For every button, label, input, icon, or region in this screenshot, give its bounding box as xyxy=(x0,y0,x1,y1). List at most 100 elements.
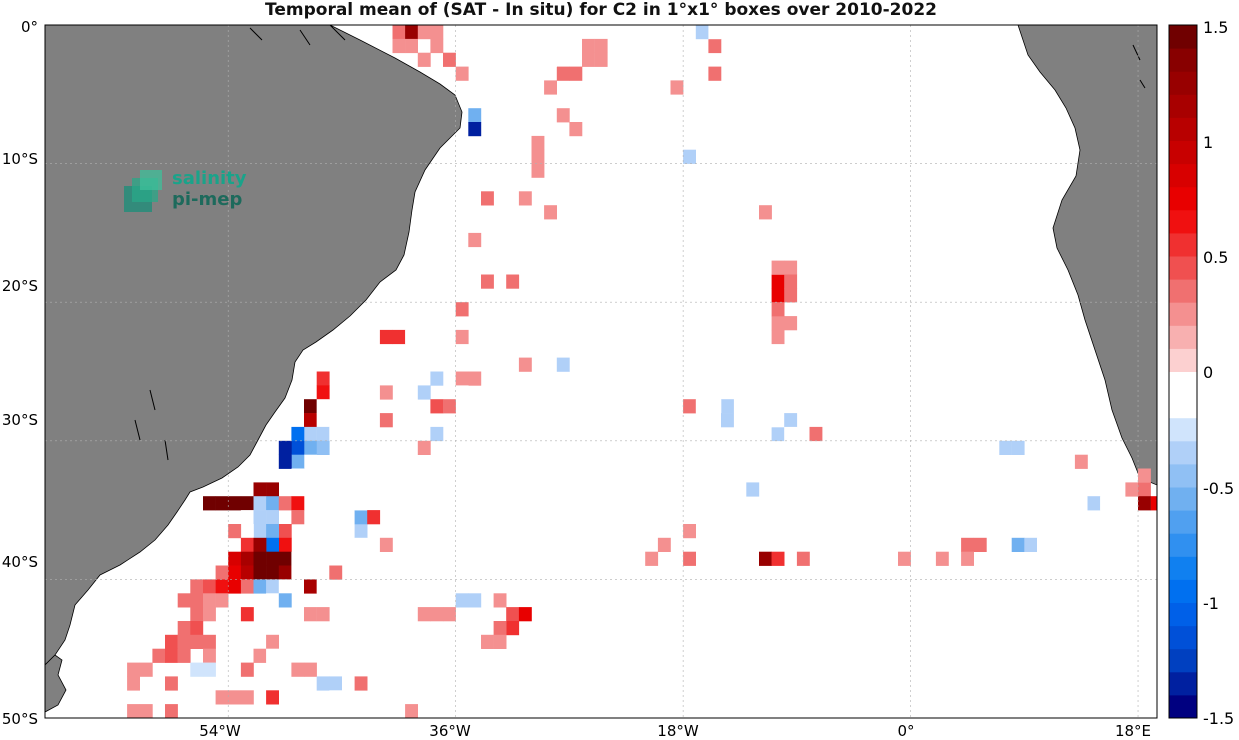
anomaly-cell xyxy=(620,163,633,178)
anomaly-cell xyxy=(468,108,482,123)
anomaly-cell xyxy=(240,565,254,580)
anomaly-cell xyxy=(443,288,456,303)
colorbar xyxy=(1169,25,1197,719)
anomaly-cell xyxy=(278,496,292,511)
anomaly-cell xyxy=(266,551,279,566)
anomaly-cell xyxy=(683,551,696,566)
anomaly-cell xyxy=(417,440,431,455)
anomaly-cell xyxy=(291,468,305,483)
anomaly-cell xyxy=(354,510,368,525)
anomaly-cell xyxy=(455,149,469,164)
anomaly-cell xyxy=(531,135,545,151)
anomaly-cell xyxy=(304,426,317,442)
anomaly-cell xyxy=(935,551,949,566)
colorbar-segment xyxy=(1169,117,1197,141)
anomaly-cell xyxy=(291,510,305,525)
anomaly-cell xyxy=(266,496,279,511)
anomaly-cell xyxy=(632,163,646,178)
anomaly-cell xyxy=(569,163,583,178)
anomaly-cell xyxy=(1011,537,1025,552)
anomaly-cell xyxy=(354,676,368,691)
anomaly-cell xyxy=(203,593,216,608)
anomaly-cell xyxy=(430,371,444,386)
anomaly-cell xyxy=(278,593,292,608)
anomaly-cell xyxy=(253,496,267,511)
anomaly-cell xyxy=(266,690,279,705)
anomaly-cell xyxy=(417,607,431,622)
anomaly-cell xyxy=(190,621,204,636)
anomaly-cell xyxy=(594,38,608,54)
anomaly-cell xyxy=(544,205,557,220)
anomaly-cell xyxy=(784,288,798,303)
colorbar-segment xyxy=(1169,302,1197,326)
anomaly-cell xyxy=(291,496,305,511)
anomaly-cell xyxy=(784,274,798,289)
anomaly-cell xyxy=(240,510,254,525)
anomaly-cell xyxy=(203,607,216,622)
anomaly-cell xyxy=(177,621,191,636)
anomaly-cell xyxy=(518,607,532,622)
anomaly-cell xyxy=(1087,510,1101,525)
colorbar-segment xyxy=(1169,417,1197,442)
colorbar-segment xyxy=(1169,71,1197,95)
anomaly-cell xyxy=(278,524,292,539)
anomaly-cell xyxy=(240,524,254,539)
anomaly-cell xyxy=(607,371,621,386)
anomaly-cell xyxy=(708,399,722,414)
anomaly-cell xyxy=(266,634,279,649)
anomaly-cell xyxy=(695,135,709,151)
anomaly-cell xyxy=(809,426,823,442)
anomaly-cell xyxy=(240,496,254,511)
anomaly-cell xyxy=(695,399,709,414)
colorbar-segment xyxy=(1169,510,1197,534)
anomaly-cell xyxy=(405,38,418,54)
anomaly-cell xyxy=(253,565,267,580)
anomaly-cell xyxy=(316,676,330,691)
colorbar-segment xyxy=(1169,163,1197,188)
anomaly-cell xyxy=(771,316,785,331)
anomaly-cell xyxy=(430,177,444,192)
anomaly-cell xyxy=(304,413,317,428)
anomaly-cell xyxy=(316,607,330,622)
lat-tick-10s: 10°S xyxy=(2,150,38,168)
anomaly-cell xyxy=(379,482,393,497)
anomaly-cell xyxy=(228,496,242,511)
anomaly-cell xyxy=(518,191,532,206)
anomaly-cell xyxy=(455,593,469,608)
anomaly-cell xyxy=(518,38,532,54)
anomaly-cell xyxy=(481,316,494,331)
anomaly-cell xyxy=(278,440,292,455)
anomaly-cell xyxy=(556,108,570,123)
anomaly-cell xyxy=(468,25,482,40)
anomaly-cell xyxy=(405,329,418,345)
anomaly-cell xyxy=(518,357,532,372)
cb-tick-1.5: 1.5 xyxy=(1203,18,1228,37)
colorbar-segment xyxy=(1169,371,1197,396)
anomaly-cell xyxy=(771,426,785,442)
anomaly-cell xyxy=(1024,537,1038,552)
anomaly-cell xyxy=(1150,496,1157,511)
africa-land xyxy=(1017,25,1157,486)
anomaly-cell xyxy=(493,38,507,54)
anomaly-cell xyxy=(266,565,279,580)
anomaly-cell xyxy=(481,219,494,234)
anomaly-cell xyxy=(392,371,406,386)
anomaly-cell xyxy=(544,80,557,95)
anomaly-cell xyxy=(203,634,216,649)
anomaly-cell xyxy=(417,316,431,331)
anomaly-cell xyxy=(253,551,267,566)
anomaly-cell xyxy=(417,329,431,345)
anomaly-cell xyxy=(278,579,292,594)
anomaly-cell xyxy=(582,52,595,67)
anomaly-cell xyxy=(771,274,785,289)
anomaly-cell xyxy=(506,274,520,289)
anomaly-cell xyxy=(228,579,242,594)
anomaly-cell xyxy=(367,385,381,400)
anomaly-cell xyxy=(354,413,368,428)
anomaly-cell xyxy=(759,551,772,566)
anomaly-cell xyxy=(405,607,418,622)
cb-tick-neg1: -1 xyxy=(1203,594,1219,613)
anomaly-cell xyxy=(771,385,785,400)
anomaly-cell xyxy=(304,579,317,594)
